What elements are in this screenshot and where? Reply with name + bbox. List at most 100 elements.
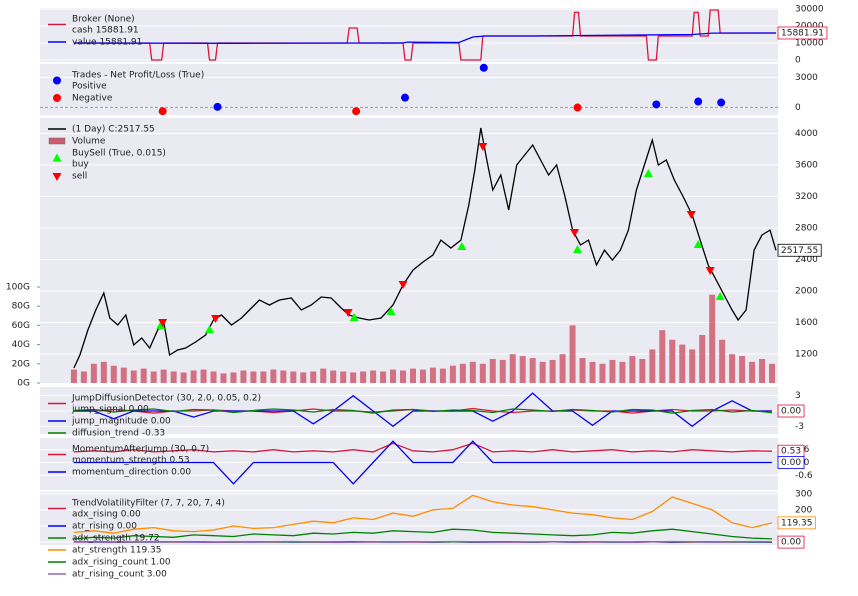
volume-bar: [100, 361, 107, 383]
volume-bar: [390, 369, 397, 383]
sell-marker: [686, 210, 696, 219]
y-tick-label: 3: [795, 391, 801, 401]
volume-bar: [260, 371, 267, 383]
volume-bar: [769, 363, 776, 383]
y-tick-label: 0: [795, 103, 801, 113]
legend-label: atr_strength 119.35: [72, 546, 162, 556]
series-line: [73, 528, 773, 540]
volume-bar: [290, 371, 297, 383]
buy-marker: [693, 240, 703, 249]
volume-bar: [409, 368, 416, 383]
panel: -303JumpDiffusionDetector (30, 2.0, 0.05…: [40, 387, 805, 439]
y2-tick-label: 40G: [12, 340, 30, 350]
sell-marker: [478, 142, 488, 151]
volume-bar: [400, 370, 407, 383]
volume-bar: [689, 349, 696, 383]
volume-bar: [629, 356, 636, 383]
sell-marker: [211, 315, 221, 324]
volume-bar: [519, 356, 526, 383]
buy-marker: [386, 307, 396, 316]
trade-dot: [401, 93, 410, 102]
series-line: [73, 440, 772, 485]
volume-bar: [429, 367, 436, 383]
legend-swatch: [52, 153, 62, 162]
buy-marker: [205, 325, 215, 333]
series-line: [73, 442, 773, 453]
y-tick-label: 200: [795, 505, 812, 515]
panel-background: [40, 438, 778, 490]
volume-bar: [160, 369, 167, 383]
volume-bar: [150, 371, 157, 383]
volume-bar: [70, 369, 77, 383]
value-label: 0.00: [781, 407, 801, 417]
legend-label: (1 Day) C:2517.55: [72, 125, 155, 135]
legend-label: buy: [72, 160, 89, 170]
legend-title: BuySell (True, 0.015): [72, 149, 166, 159]
volume-bar: [599, 363, 606, 383]
sell-marker: [398, 281, 408, 290]
volume-bar: [739, 356, 746, 383]
volume-bar: [380, 371, 387, 383]
panel: 0100200300TrendVolatilityFilter (7, 7, 2…: [40, 489, 816, 580]
volume-bar: [300, 372, 307, 383]
volume-bar: [719, 339, 726, 383]
legend-title: JumpDiffusionDetector (30, 2.0, 0.05, 0.…: [71, 394, 261, 404]
value-label-box: [777, 456, 805, 469]
y2-tick-label: 20G: [12, 359, 30, 369]
value-label: 0.00: [781, 458, 801, 468]
legend-label: momentum_direction 0.00: [72, 468, 191, 478]
y-tick-label: 0: [795, 55, 801, 65]
legend-title: MomentumAfterJump (30, 0.7): [72, 445, 209, 455]
legend-label: adx_rising 0.00: [72, 510, 141, 520]
volume-bar: [639, 358, 646, 383]
volume-bar: [240, 370, 247, 383]
value-label: 119.35: [781, 518, 813, 528]
legend-swatch: [53, 76, 61, 85]
volume-bar: [230, 372, 237, 383]
trade-dot: [479, 63, 488, 72]
volume-bar: [669, 339, 676, 383]
y-tick-label: 3600: [795, 161, 818, 171]
y2-tick-label: 60G: [12, 321, 30, 331]
volume-bar: [499, 359, 506, 383]
series-line: [73, 127, 777, 369]
volume-bar: [170, 371, 177, 383]
legend-label: jump_magnitude 0.00: [71, 417, 171, 427]
value-label: 0.00: [781, 538, 801, 548]
y-tick-label: 2400: [795, 255, 818, 265]
volume-bar: [659, 330, 666, 383]
legend-label: sell: [72, 172, 87, 182]
volume-bar: [549, 359, 556, 383]
volume-bar: [609, 359, 616, 383]
volume-bar: [509, 354, 516, 383]
legend-label: diffusion_trend -0.33: [72, 429, 165, 439]
series-line: [73, 9, 776, 61]
buy-marker: [156, 320, 166, 329]
value-label: 2517.55: [781, 246, 818, 256]
volume-bar: [449, 365, 456, 383]
volume-bar: [220, 373, 227, 383]
volume-bar: [90, 363, 97, 383]
volume-bar: [280, 370, 287, 383]
volume-bar: [439, 368, 446, 383]
y-tick-label: 2800: [795, 224, 818, 234]
value-label: 0.53: [781, 447, 801, 457]
y-tick-label: 2000: [795, 287, 818, 297]
series-line: [73, 494, 773, 534]
buy-marker: [457, 241, 467, 250]
value-label: 15881.91: [781, 28, 824, 38]
volume-bar: [80, 371, 87, 383]
legend-label: jump_signal 0.00: [71, 405, 149, 415]
legend-label: momentum_strength 0.53: [72, 456, 190, 466]
trade-dot: [652, 100, 661, 109]
volume-bar: [539, 361, 546, 383]
volume-bar: [699, 334, 706, 383]
sell-marker: [705, 266, 715, 275]
volume-bar: [619, 361, 626, 383]
panel-background: [40, 492, 778, 545]
sell-marker: [570, 229, 580, 238]
volume-bar: [250, 371, 257, 383]
y-tick-label: 3000: [795, 73, 818, 83]
volume-bar: [569, 325, 576, 383]
legend-title: Trades - Net Profit/Loss (True): [71, 71, 204, 81]
